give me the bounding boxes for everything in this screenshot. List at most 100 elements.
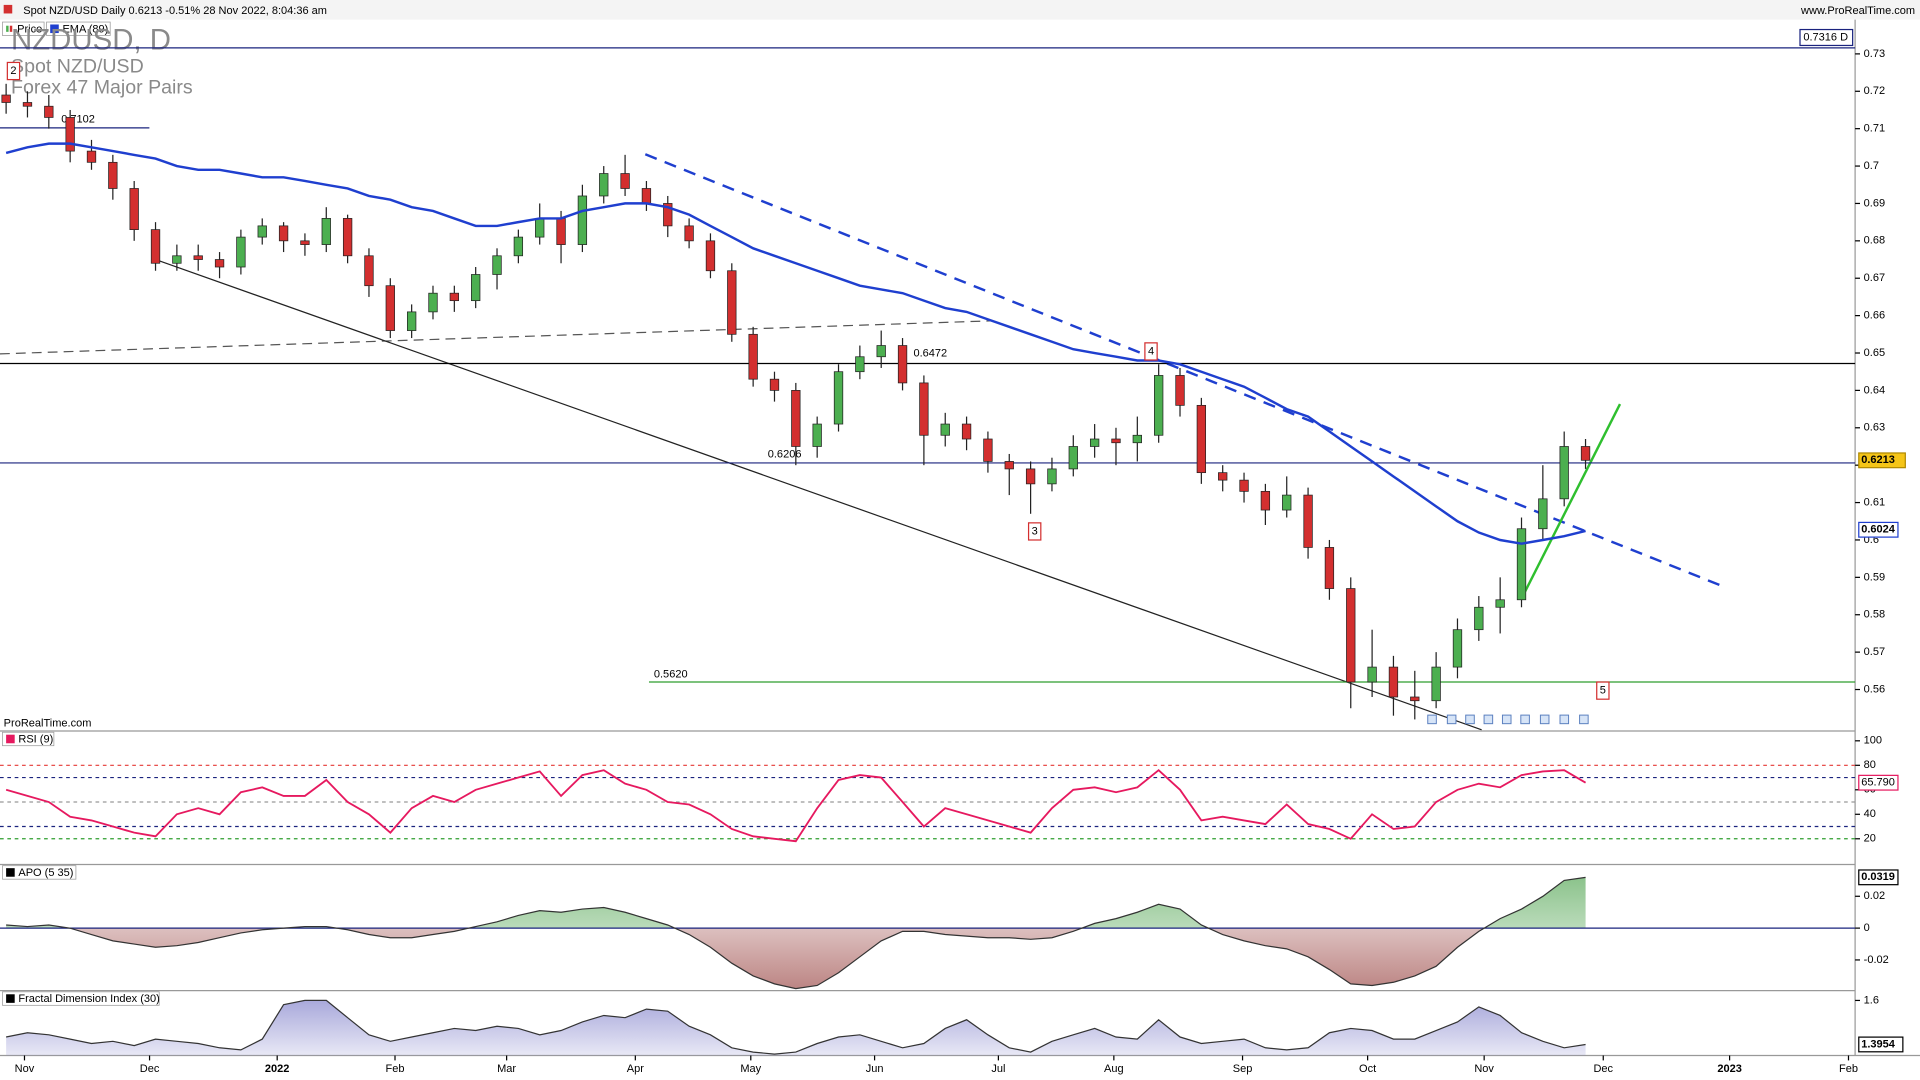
legend-swatch [6, 994, 15, 1003]
candle-body [1474, 606, 1484, 631]
legend-box [2, 21, 45, 36]
candle-body [471, 274, 481, 302]
x-tick-label: Feb [386, 1063, 405, 1075]
candle-body [492, 255, 502, 275]
candle-body [236, 236, 246, 268]
y-tick-label: 0.71 [1864, 123, 1885, 135]
site-text: www.ProRealTime.com [1800, 5, 1915, 17]
x-tick-label: Jul [991, 1063, 1005, 1075]
candle-body [1175, 375, 1185, 406]
level-box [1799, 28, 1854, 47]
candle-body [1452, 629, 1463, 668]
candle-body [172, 255, 182, 264]
y-tick-label: 0.72 [1864, 85, 1885, 97]
candle-body [1580, 446, 1591, 461]
candle-body [812, 423, 822, 447]
legend-swatch [6, 25, 9, 32]
apo-line [6, 876, 1586, 990]
logo [3, 4, 13, 14]
candle-body [1239, 479, 1249, 492]
trend-line [1519, 403, 1622, 601]
x-tick-label: 2022 [265, 1063, 290, 1075]
candle-body [364, 255, 374, 287]
legend-box [2, 731, 55, 747]
wave-box [6, 61, 21, 81]
candle-body [620, 173, 630, 189]
fdi-label: Fractal Dimension Index (30) [18, 993, 159, 1005]
candle-body [1004, 461, 1014, 470]
candle-body [833, 371, 844, 425]
legend-box [46, 21, 111, 36]
x-tick-label: 2023 [1717, 1063, 1742, 1075]
candle-body [150, 229, 161, 264]
y-tick-label: 0.59 [1864, 571, 1885, 583]
candle-body [1089, 438, 1100, 447]
candle-body [1025, 468, 1036, 485]
wave-label: 3 [1032, 525, 1038, 537]
wave-label: 5 [1600, 685, 1606, 697]
candle-body [108, 161, 118, 189]
apo-label: APO (5 35) [18, 867, 73, 879]
trend-line [158, 260, 1482, 731]
wave-label: 4 [1148, 345, 1154, 357]
candle-body [577, 195, 588, 245]
candle-body [727, 270, 737, 335]
x-tick-label: Feb [1839, 1063, 1858, 1075]
candle-body [1068, 446, 1078, 470]
y-tick-label: 0.64 [1864, 384, 1885, 396]
candle-body [257, 225, 267, 238]
header-text: Spot NZD/USD Daily 0.6213 -0.51% 28 Nov … [23, 5, 327, 17]
candle-body [1260, 490, 1271, 511]
y-tick-label: 0.63 [1864, 422, 1885, 434]
y-tick-label: 40 [1864, 808, 1876, 820]
candle-body [1346, 588, 1356, 683]
wave-box [1027, 522, 1042, 541]
candle-body [556, 218, 566, 245]
x-tick-label: Sep [1233, 1063, 1253, 1075]
wave-label: 2 [10, 65, 16, 77]
y-tick-label: 0.7 [1864, 160, 1879, 172]
y-tick-label: 0.68 [1864, 235, 1885, 247]
apo-marker-box [1858, 869, 1899, 886]
candle-body [1324, 547, 1335, 589]
x-tick-label: Aug [1104, 1063, 1124, 1075]
y-tick-label: 0.67 [1864, 272, 1885, 284]
x-tick-label: Oct [1359, 1063, 1376, 1075]
candle-body [983, 438, 993, 462]
legend-swatch [9, 25, 13, 32]
candle-body [22, 102, 33, 107]
candle-body [1132, 434, 1142, 444]
candle-body [86, 150, 97, 163]
chart-subtitle: Spot NZD/USD [11, 56, 144, 78]
candle-body [897, 345, 908, 384]
candle-body [278, 225, 289, 242]
candle-body [214, 259, 225, 268]
y-tick-label: 0.61 [1864, 496, 1885, 508]
rsi-label: RSI (9) [18, 733, 53, 745]
price-marker: 0.6213 [1861, 454, 1895, 466]
y-tick-label: 0.57 [1864, 646, 1885, 658]
candle-body [791, 390, 801, 447]
ema-marker: 0.6024 [1861, 524, 1896, 536]
candle-body [193, 255, 203, 260]
candle-body [599, 173, 609, 197]
y-tick-label: 1.6 [1864, 994, 1879, 1006]
fdi-marker: 1.3954 [1861, 1038, 1896, 1050]
x-tick-label: Dec [1593, 1063, 1613, 1075]
chart-title: NZDUSD, D [11, 23, 171, 56]
y-tick-label: 0.56 [1864, 683, 1885, 695]
candle-body [769, 378, 780, 391]
candle-body [961, 423, 972, 440]
candle-body [1410, 696, 1420, 702]
wave-box [1596, 681, 1610, 700]
candle-body [406, 311, 417, 331]
x-tick-label: Dec [140, 1063, 160, 1075]
price-marker-box [1858, 452, 1906, 469]
candle-body [748, 333, 758, 380]
level-label: 0.6206 [768, 448, 802, 460]
candle-body [1516, 528, 1527, 601]
candle-body [1559, 446, 1569, 500]
candle-body [1495, 599, 1505, 608]
candle-body [129, 188, 139, 230]
